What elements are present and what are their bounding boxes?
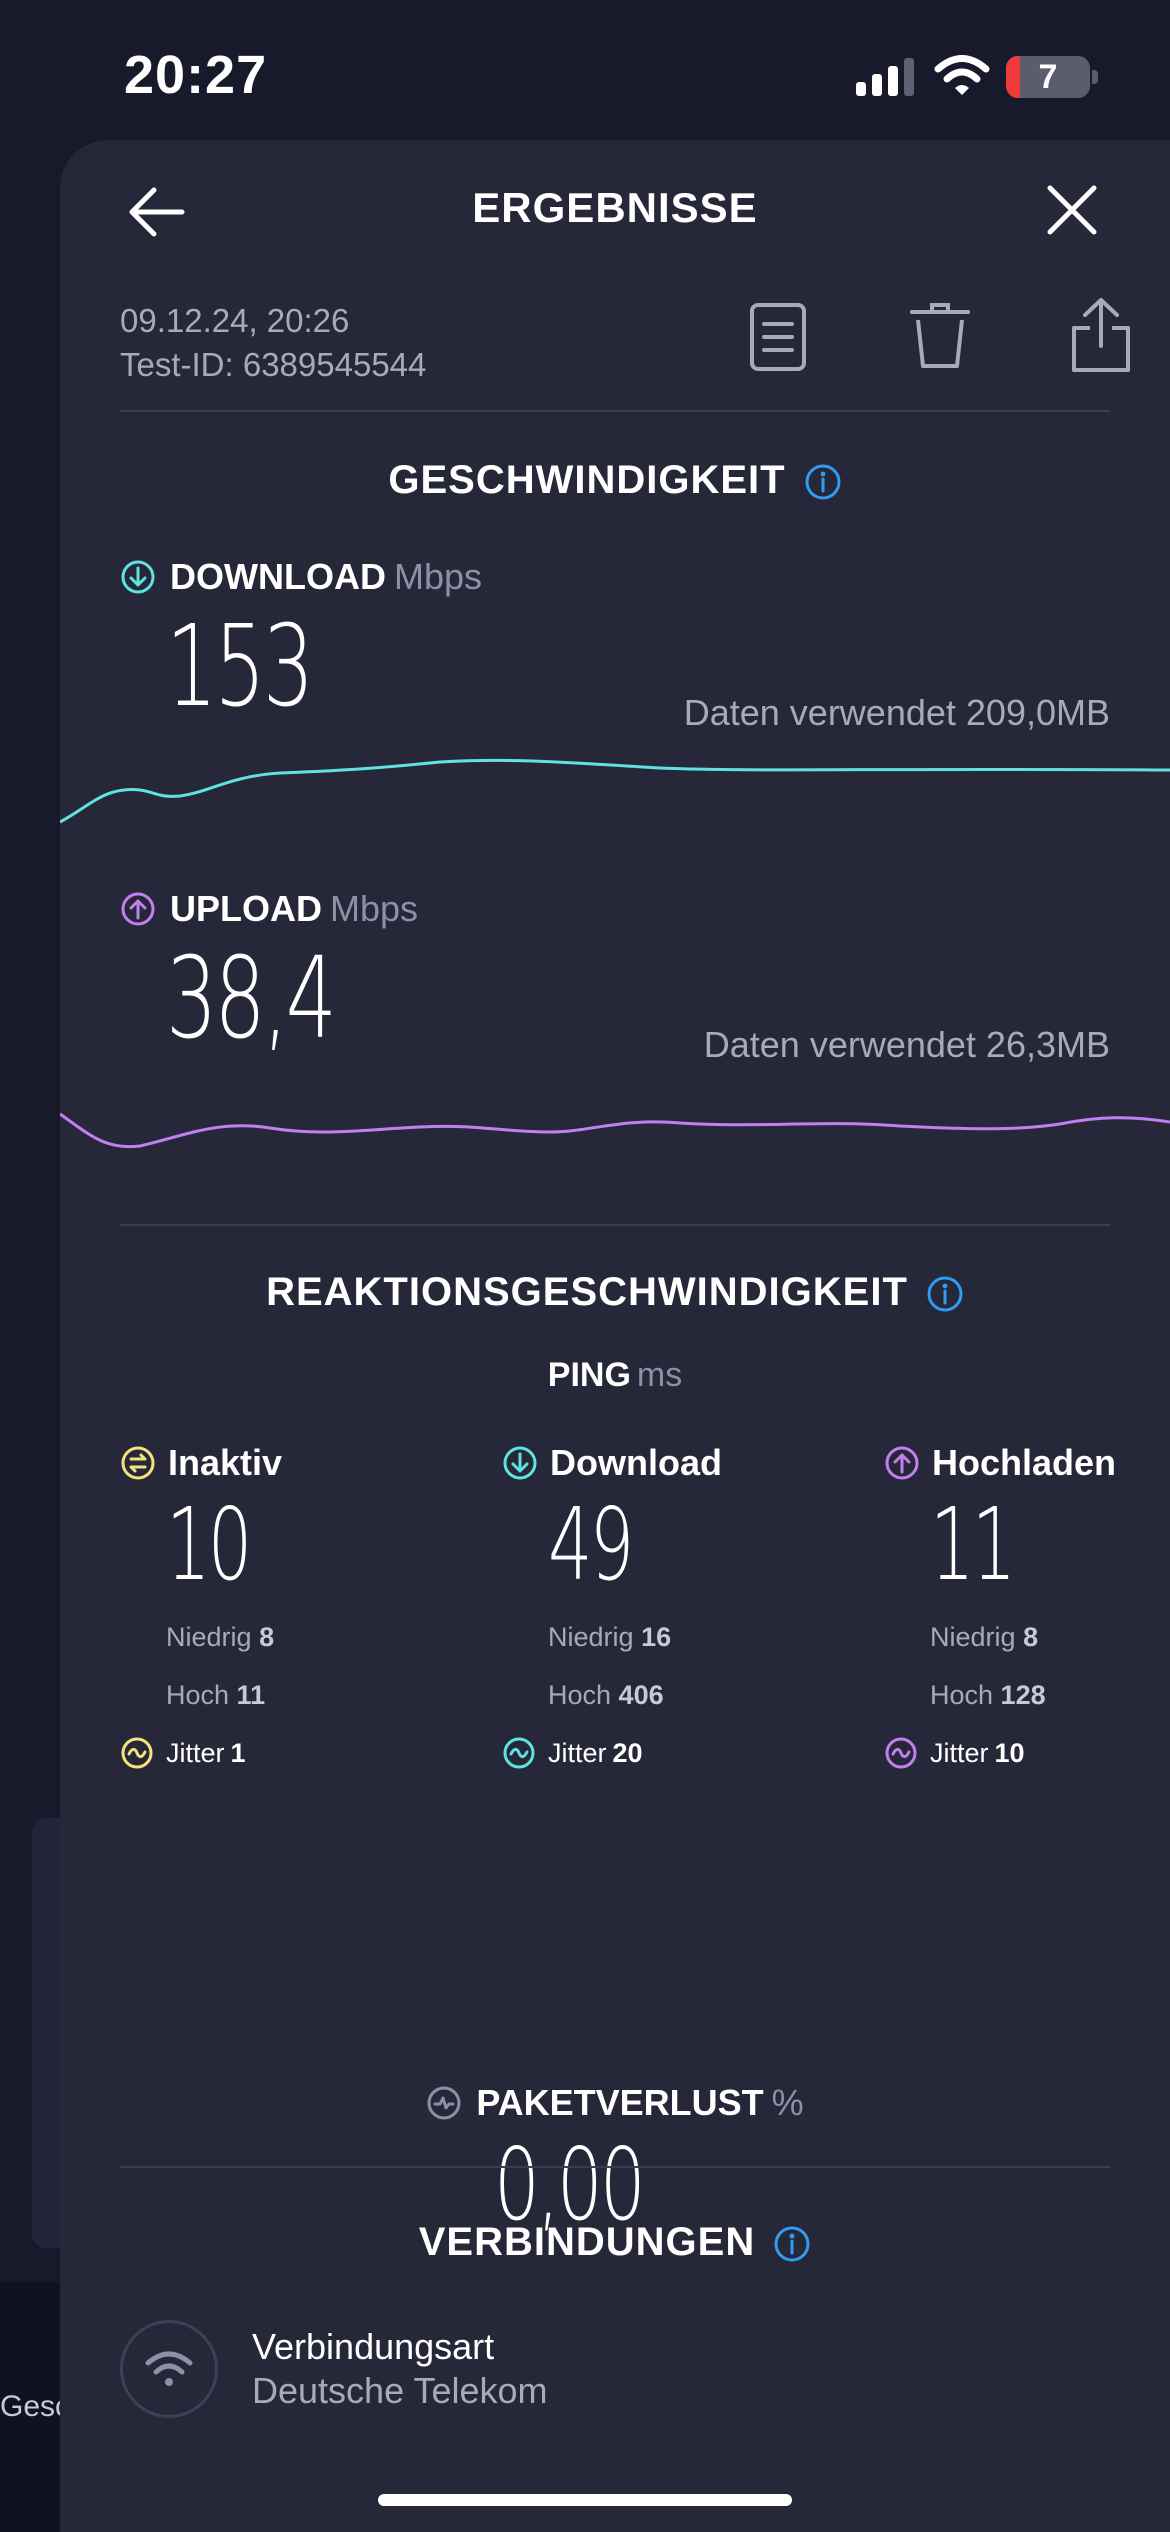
connection-type-icon [120,2320,218,2418]
connection-type-label: Verbindungsart [252,2326,495,2367]
responsiveness-section-title: REAKTIONSGESCHWINDIGKEIT [60,1270,1170,1315]
ping-upload-low: Niedrig 8 [930,1622,1039,1652]
ping-upload-name: Hochladen [884,1442,1116,1484]
ping-label: PING ms [60,1356,1170,1395]
battery-level: 7 [1038,58,1058,96]
test-datetime: 09.12.24, 20:26 [120,302,350,339]
divider [120,410,1110,412]
ping-download-value: 49 [548,1486,634,1603]
upload-label: UPLOAD Mbps [120,888,418,930]
ping-idle-label: Inaktiv [168,1442,283,1483]
download-unit: Mbps [393,556,482,597]
speed-section-title: GESCHWINDIGKEIT [60,458,1170,503]
ping-download-jitter: Jitter 20 [502,1736,643,1770]
download-speed-graph [60,758,1170,824]
document-icon[interactable] [746,302,810,372]
idle-icon [121,1446,155,1480]
ping-upload-value: 11 [930,1486,1016,1603]
info-icon[interactable] [926,1275,964,1313]
connections-section-title: VERBINDUNGEN [60,2220,1170,2265]
jitter-icon [121,1737,153,1769]
speed-title-text: GESCHWINDIGKEIT [388,458,786,502]
jitter-icon [885,1737,917,1769]
divider [120,1224,1110,1226]
trash-icon[interactable] [906,300,974,372]
upload-data-used: Daten verwendet 26,3MB [703,1024,1110,1065]
battery-cap [1092,70,1098,84]
wifi-icon [934,55,990,95]
ping-idle-high: Hoch 11 [166,1680,266,1710]
ping-label-text: PING [547,1356,631,1394]
download-label: DOWNLOAD Mbps [120,556,482,598]
ping-idle-jitter: Jitter 1 [120,1736,246,1770]
ping-upload-label: Hochladen [932,1442,1117,1483]
upload-unit: Mbps [330,888,419,929]
packet-loss-label-text: PAKETVERLUST [476,2082,764,2123]
download-value: 153 [166,602,314,732]
upload-arrow-icon [121,892,155,926]
download-data-used: Daten verwendet 209,0MB [683,692,1110,733]
close-icon[interactable] [1044,182,1100,238]
upload-value: 38,4 [166,934,337,1064]
ping-idle-value: 10 [166,1486,252,1603]
ping-upload-jitter: Jitter 10 [884,1736,1025,1770]
back-arrow-icon[interactable] [126,182,186,242]
connections-title-text: VERBINDUNGEN [418,2220,756,2264]
packet-loss-label: PAKETVERLUST% [60,2082,1170,2124]
responsiveness-title-text: REAKTIONSGESCHWINDIGKEIT [266,1270,908,1314]
status-time: 20:27 [124,45,268,105]
upload-arrow-icon [885,1446,919,1480]
ping-download-label: Download [550,1442,722,1483]
upload-speed-graph [60,1112,1170,1149]
info-icon[interactable] [773,2225,811,2263]
ping-idle-low: Niedrig 8 [166,1622,275,1652]
download-arrow-icon [503,1446,537,1480]
divider [120,2166,1110,2168]
page-title: ERGEBNISSE [472,184,758,231]
connection-provider: Deutsche Telekom [252,2370,548,2411]
wifi-icon [145,2351,193,2386]
download-label-text: DOWNLOAD [170,556,386,597]
ping-unit: ms [636,1356,683,1394]
packet-loss-value: 0,00 [494,2126,646,2243]
upload-label-text: UPLOAD [170,888,322,929]
jitter-icon [503,1737,535,1769]
results-sheet: ERGEBNISSE 09.12.24, 20:26 Test-ID: 6389… [60,140,1170,2532]
ping-download-high: Hoch 406 [548,1680,664,1710]
ping-upload-high: Hoch 128 [930,1680,1046,1710]
info-icon[interactable] [804,463,842,501]
ping-download-name: Download [502,1442,722,1484]
test-id: Test-ID: 6389545544 [120,346,427,383]
home-indicator[interactable] [378,2494,792,2506]
packet-loss-unit: % [771,2082,804,2123]
cellular-signal-icon [856,58,916,96]
ping-download-low: Niedrig 16 [548,1622,672,1652]
download-arrow-icon [121,560,155,594]
background-footer-text: Gesc [0,2390,71,2423]
ping-idle-name: Inaktiv [120,1442,282,1484]
share-icon[interactable] [1068,296,1134,374]
packet-loss-icon [427,2086,461,2120]
battery-icon: 7 [1006,56,1090,98]
